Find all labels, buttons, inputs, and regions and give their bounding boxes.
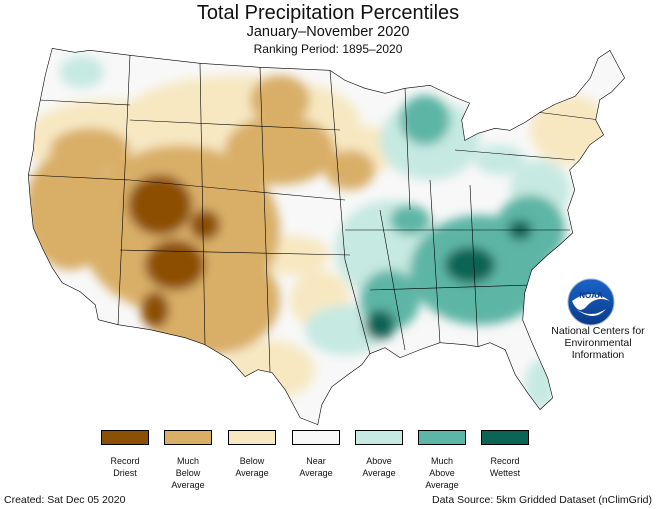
ncei-label: National Centers for Environmental Infor…: [551, 325, 645, 361]
legend-swatch-above: [355, 430, 403, 445]
data-source: Data Source: 5km Gridded Dataset (nClimG…: [432, 494, 652, 506]
legend-swatch-record-driest: [101, 430, 149, 445]
legend-label-record-driest: Record Driest: [110, 456, 140, 478]
legend-label-above: Above Average: [362, 456, 396, 478]
noaa-logo-icon: NOAA: [567, 278, 615, 326]
state-borders: [28, 54, 601, 373]
legend-label-much-above: Much Above Average: [425, 456, 459, 490]
map-subtitle: January–November 2020: [246, 24, 410, 40]
legend-swatch-much-below: [164, 430, 212, 445]
noaa-logo-text: NOAA: [579, 291, 603, 300]
legend-swatch-below: [228, 430, 276, 445]
legend-label-much-below: Much Below Average: [171, 456, 205, 490]
precipitation-shading: [28, 48, 625, 425]
ranking-period: Ranking Period: 1895–2020: [253, 42, 403, 56]
legend-swatch-near: [292, 430, 340, 445]
legend: Record Driest Much Below Average Below A…: [0, 430, 656, 495]
map-title: Total Precipitation Percentiles: [196, 2, 460, 24]
us-precipitation-map: [28, 48, 625, 425]
legend-swatch-much-above: [418, 430, 466, 445]
legend-label-below: Below Average: [235, 456, 269, 478]
legend-swatch-record-wettest: [481, 430, 529, 445]
legend-label-near: Near Average: [299, 456, 333, 478]
created-date: Created: Sat Dec 05 2020: [4, 494, 126, 506]
legend-label-record-wettest: Record Wettest: [489, 456, 521, 478]
